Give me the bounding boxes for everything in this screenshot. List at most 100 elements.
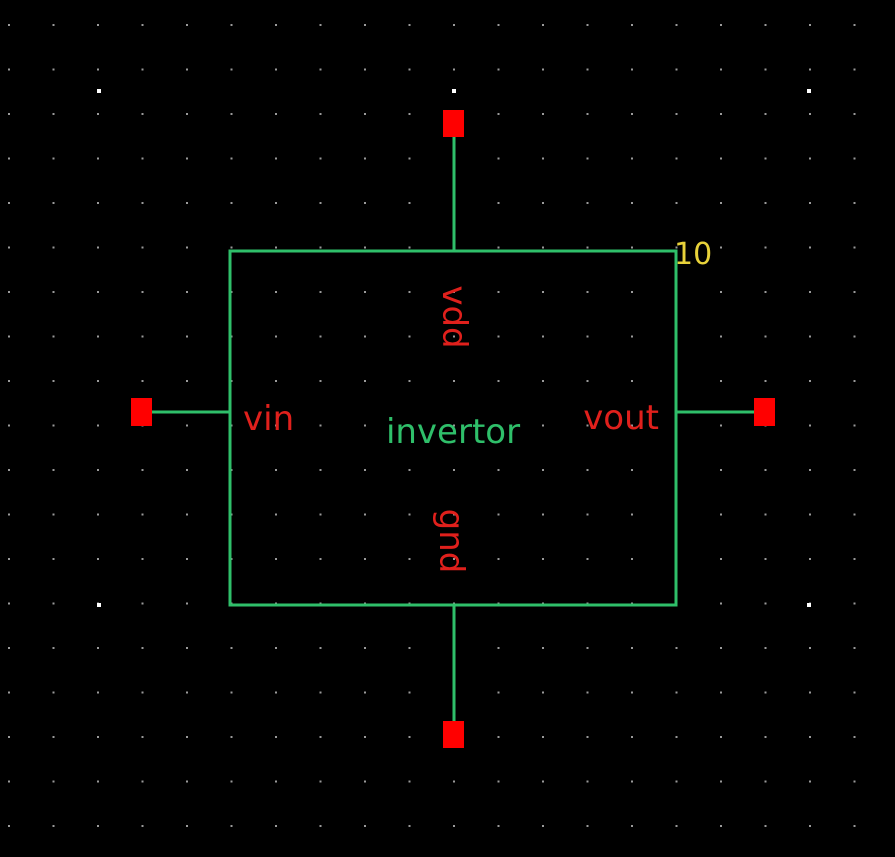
- grid-dot: [52, 558, 55, 560]
- grid-dot: [186, 780, 188, 783]
- grid-dot: [141, 558, 144, 560]
- grid-dot: [275, 513, 277, 516]
- grid-dot: [853, 825, 856, 827]
- grid-dot: [52, 335, 55, 338]
- grid-dot: [364, 380, 366, 382]
- grid-dot: [853, 602, 856, 605]
- grid-dot: [497, 558, 500, 560]
- grid-dot: [764, 380, 767, 382]
- grid-dot: [364, 825, 366, 827]
- vin-pin-label: vin: [243, 399, 294, 439]
- grid-dot: [586, 825, 589, 827]
- grid-dot: [497, 335, 500, 338]
- grid-dot: [186, 335, 188, 338]
- grid-dot: [186, 647, 188, 649]
- grid-dot: [275, 780, 277, 783]
- grid-dot: [809, 157, 811, 160]
- grid-dot: [52, 691, 55, 694]
- grid-dot: [720, 558, 722, 560]
- grid-dot: [853, 647, 856, 649]
- grid-dot: [853, 202, 856, 204]
- grid-dot: [586, 513, 589, 516]
- grid-dot: [141, 246, 144, 249]
- grid-dot: [230, 202, 233, 204]
- grid-dot: [853, 246, 856, 249]
- grid-dot: [52, 780, 55, 783]
- grid-dot: [720, 380, 722, 382]
- grid-dot: [186, 736, 188, 738]
- grid-dot: [586, 691, 589, 694]
- grid-dot: [8, 380, 10, 382]
- grid-dot: [186, 113, 188, 115]
- grid-dot: [586, 558, 589, 560]
- grid-dot: [675, 202, 678, 204]
- grid-dot: [809, 469, 811, 471]
- grid-dot: [809, 647, 811, 649]
- grid-dot: [542, 647, 544, 649]
- grid-dot: [141, 602, 144, 605]
- grid-dot: [408, 558, 411, 560]
- grid-dot: [186, 291, 188, 293]
- grid-dot: [720, 246, 722, 249]
- grid-dot: [97, 246, 99, 249]
- grid-dot: [497, 736, 500, 738]
- grid-dot: [52, 24, 55, 26]
- grid-dot: [809, 736, 811, 738]
- grid-dot: [720, 68, 722, 71]
- grid-dot: [275, 558, 277, 560]
- grid-dot: [542, 469, 544, 471]
- grid-dot: [453, 780, 455, 783]
- grid-dot: [8, 825, 10, 827]
- vdd-pin-terminal[interactable]: [443, 110, 464, 137]
- grid-dots: [8, 24, 856, 827]
- grid-dot: [586, 736, 589, 738]
- grid-dot: [631, 24, 633, 26]
- grid-dot: [52, 380, 55, 382]
- grid-dot: [319, 291, 322, 293]
- grid-dot: [52, 291, 55, 293]
- grid-dot: [631, 246, 633, 249]
- grid-dot: [631, 113, 633, 115]
- grid-dot: [853, 424, 856, 427]
- grid-dot: [497, 157, 500, 160]
- grid-dot: [186, 558, 188, 560]
- grid-dot: [408, 469, 411, 471]
- grid-dot: [720, 647, 722, 649]
- grid-dot: [853, 157, 856, 160]
- invertor-symbol[interactable]: vdd gnd vin vout invertor 10: [131, 110, 775, 748]
- instance-label: 10: [674, 237, 712, 272]
- grid-dot: [764, 558, 767, 560]
- grid-dot: [8, 246, 10, 249]
- grid-dot: [364, 24, 366, 26]
- grid-dot: [542, 558, 544, 560]
- grid-dot: [586, 246, 589, 249]
- grid-dot: [141, 335, 144, 338]
- grid-dot: [497, 647, 500, 649]
- grid-dot: [631, 157, 633, 160]
- gnd-pin-terminal[interactable]: [443, 721, 464, 748]
- vin-pin-terminal[interactable]: [131, 398, 152, 426]
- grid-dot: [408, 24, 411, 26]
- grid-dot: [809, 513, 811, 516]
- grid-dot: [97, 558, 99, 560]
- grid-dot: [853, 469, 856, 471]
- grid-dot: [319, 558, 322, 560]
- grid-dot: [720, 202, 722, 204]
- grid-dot: [319, 335, 322, 338]
- vout-pin-terminal[interactable]: [754, 398, 775, 426]
- grid-dot: [853, 513, 856, 516]
- grid-dot: [97, 68, 99, 71]
- grid-dot: [364, 513, 366, 516]
- grid-dot: [141, 780, 144, 783]
- grid-dot: [764, 736, 767, 738]
- grid-dot: [408, 157, 411, 160]
- grid-dot: [408, 780, 411, 783]
- grid-dot: [809, 424, 811, 427]
- grid-dot: [453, 335, 455, 338]
- grid-dot: [8, 780, 10, 783]
- grid-dot: [186, 513, 188, 516]
- grid-dot: [275, 24, 277, 26]
- grid-dot: [319, 424, 322, 427]
- grid-dot: [275, 424, 277, 427]
